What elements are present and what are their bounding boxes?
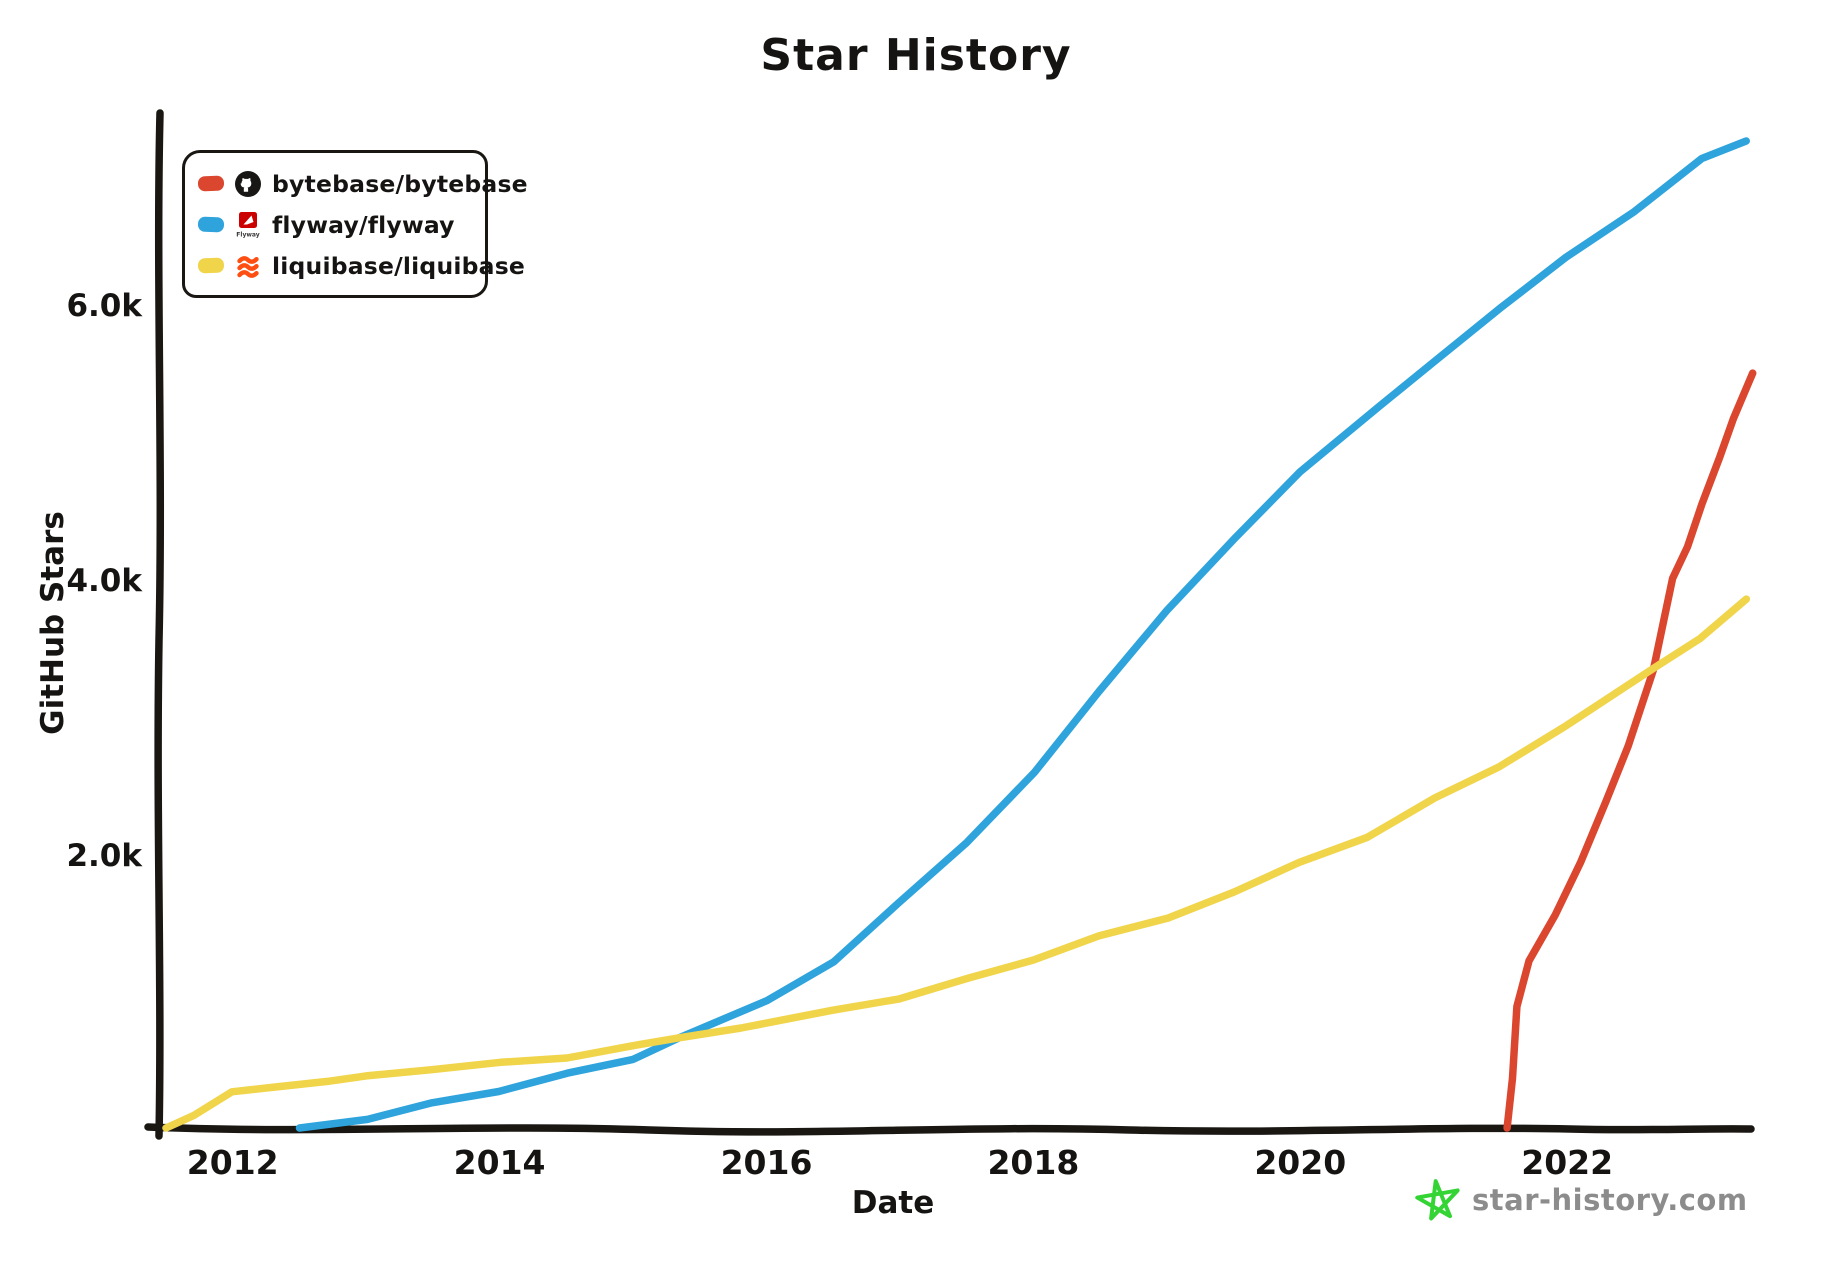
- x-tick-label: 2022: [1521, 1143, 1614, 1182]
- legend-item: liquibase/liquibase: [197, 245, 525, 286]
- y-tick-label: 2.0k: [66, 837, 142, 874]
- legend-item-label: flyway/flyway: [272, 210, 455, 239]
- legend-box: bytebase/bytebase Flyway flyway/flyway liqu…: [182, 150, 528, 298]
- legend-color-swatch: [197, 257, 225, 274]
- star-doodle-icon: [1415, 1179, 1460, 1221]
- bytebase-line: [1503, 369, 1757, 1132]
- x-axis-title: Date: [851, 1185, 935, 1221]
- liquibase-icon: [237, 255, 259, 278]
- x-tick-label: 2018: [987, 1143, 1080, 1182]
- x-tick-label: 2014: [453, 1143, 546, 1182]
- y-tick-label: 6.0k: [66, 287, 142, 324]
- legend-color-swatch: [197, 216, 225, 233]
- watermark-text: star-history.com: [1472, 1183, 1748, 1217]
- legend-item: bytebase/bytebase: [197, 163, 528, 204]
- x-axis-line: [144, 1123, 1755, 1136]
- legend-item-label: bytebase/bytebase: [272, 169, 528, 198]
- legend-item-label: liquibase/liquibase: [272, 251, 526, 280]
- legend-item: Flyway flyway/flyway: [197, 204, 472, 245]
- watermark: star-history.com: [1414, 1176, 1748, 1224]
- x-tick-label: 2016: [720, 1143, 813, 1182]
- y-tick-label: 4.0k: [66, 562, 142, 599]
- liquibase-line: [162, 595, 1751, 1132]
- legend-color-swatch: [197, 175, 225, 192]
- svg-text:Flyway: Flyway: [236, 232, 259, 239]
- x-tick-label: 2020: [1254, 1143, 1347, 1182]
- chart-title: Star History: [760, 30, 1072, 81]
- y-axis-line: [154, 109, 165, 1140]
- y-axis-title: GitHub Stars: [35, 511, 71, 735]
- flyway-line: [295, 137, 1750, 1132]
- flyway-icon: Flyway: [236, 212, 260, 239]
- x-tick-label: 2012: [186, 1143, 279, 1182]
- github-icon: [235, 170, 261, 197]
